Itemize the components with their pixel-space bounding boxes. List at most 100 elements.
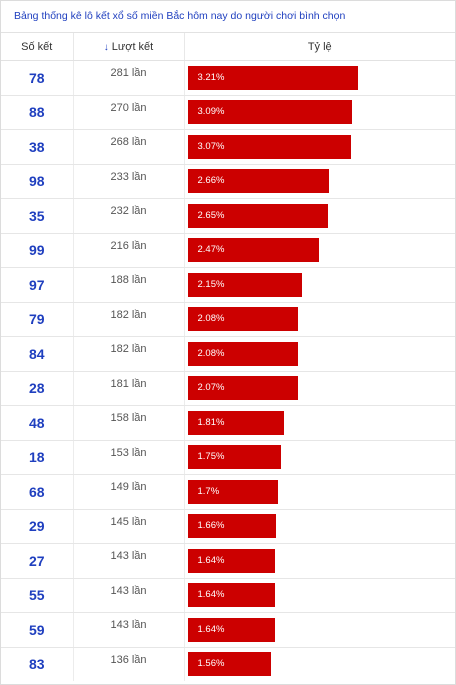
header-number-label: Số kết (21, 40, 53, 53)
ratio-cell: 2.08% (184, 336, 455, 372)
panel-title: Bảng thống kê lô kết xổ số miền Bắc hôm … (1, 1, 455, 33)
lottery-number: 27 (1, 543, 74, 579)
ratio-bar: 2.47% (187, 238, 319, 263)
vote-count: 136 lần (73, 647, 185, 681)
lottery-number: 98 (1, 164, 74, 199)
ratio-bar: 1.81% (187, 410, 284, 435)
lottery-number: 99 (1, 233, 74, 268)
ratio-bar: 2.08% (187, 341, 298, 366)
ratio-cell: 1.64% (184, 543, 455, 579)
stats-table: Số kết ↓ Lượt kết Tỷ lệ 78 281 lần 3.21% 88 2… (1, 33, 455, 681)
table-row: 68 149 lần 1.7% (1, 474, 455, 510)
ratio-bar: 2.65% (187, 203, 328, 228)
table-row: 29 145 lần 1.66% (1, 509, 455, 544)
lottery-number: 68 (1, 474, 74, 510)
vote-count: 188 lần (73, 267, 185, 303)
ratio-cell: 1.64% (184, 578, 455, 613)
lottery-number: 48 (1, 405, 74, 441)
lottery-number: 59 (1, 612, 74, 648)
ratio-bar: 3.21% (187, 65, 358, 90)
lottery-number: 28 (1, 371, 74, 406)
ratio-bar: 1.75% (187, 445, 281, 470)
table-row: 98 233 lần 2.66% (1, 164, 455, 199)
vote-count: 182 lần (73, 336, 185, 372)
ratio-cell: 1.66% (184, 509, 455, 544)
vote-count: 143 lần (73, 612, 185, 648)
ratio-bar: 1.66% (187, 514, 276, 539)
vote-count: 281 lần (73, 60, 185, 96)
table-row: 83 136 lần 1.56% (1, 647, 455, 681)
table-row: 27 143 lần 1.64% (1, 543, 455, 579)
table-row: 88 270 lần 3.09% (1, 95, 455, 130)
vote-count: 143 lần (73, 578, 185, 613)
lottery-number: 18 (1, 440, 74, 475)
lottery-number: 55 (1, 578, 74, 613)
ratio-bar: 1.7% (187, 479, 278, 504)
ratio-cell: 3.21% (184, 60, 455, 96)
header-number[interactable]: Số kết (1, 33, 74, 61)
table-header-row: Số kết ↓ Lượt kết Tỷ lệ (1, 33, 455, 61)
vote-count: 158 lần (73, 405, 185, 441)
table-row: 28 181 lần 2.07% (1, 371, 455, 406)
table-row: 55 143 lần 1.64% (1, 578, 455, 613)
ratio-cell: 2.15% (184, 267, 455, 303)
lottery-number: 29 (1, 509, 74, 544)
table-row: 99 216 lần 2.47% (1, 233, 455, 268)
table-row: 38 268 lần 3.07% (1, 129, 455, 165)
ratio-cell: 2.65% (184, 198, 455, 234)
ratio-bar: 2.07% (187, 376, 298, 401)
header-count-label: Lượt kết (111, 40, 154, 53)
ratio-bar: 1.64% (187, 617, 275, 642)
table-row: 97 188 lần 2.15% (1, 267, 455, 303)
lottery-number: 84 (1, 336, 74, 372)
ratio-bar: 1.64% (187, 548, 275, 573)
lottery-number: 79 (1, 302, 74, 337)
header-count[interactable]: ↓ Lượt kết (73, 33, 185, 61)
ratio-bar: 2.66% (187, 169, 329, 194)
vote-count: 270 lần (73, 95, 185, 130)
vote-count: 153 lần (73, 440, 185, 475)
header-ratio[interactable]: Tỷ lệ (184, 33, 455, 61)
table-row: 79 182 lần 2.08% (1, 302, 455, 337)
ratio-cell: 1.81% (184, 405, 455, 441)
lottery-number: 88 (1, 95, 74, 130)
table-row: 35 232 lần 2.65% (1, 198, 455, 234)
vote-count: 143 lần (73, 543, 185, 579)
ratio-cell: 2.47% (184, 233, 455, 268)
ratio-cell: 1.7% (184, 474, 455, 510)
vote-count: 182 lần (73, 302, 185, 337)
ratio-bar: 1.56% (187, 652, 271, 677)
header-ratio-label: Tỷ lệ (307, 40, 332, 53)
arrow-down-icon: ↓ (103, 41, 109, 53)
table-body: 78 281 lần 3.21% 88 270 lần 3.09% 38 268 lần 3.0… (1, 60, 455, 681)
ratio-bar: 3.07% (187, 134, 351, 159)
ratio-cell: 2.08% (184, 302, 455, 337)
vote-count: 145 lần (73, 509, 185, 544)
table-row: 84 182 lần 2.08% (1, 336, 455, 372)
ratio-cell: 3.09% (184, 95, 455, 130)
vote-count: 216 lần (73, 233, 185, 268)
table-row: 48 158 lần 1.81% (1, 405, 455, 441)
ratio-bar: 2.08% (187, 307, 298, 332)
ratio-cell: 2.66% (184, 164, 455, 199)
vote-count: 268 lần (73, 129, 185, 165)
ratio-cell: 1.75% (184, 440, 455, 475)
lottery-number: 83 (1, 647, 74, 681)
ratio-bar: 3.09% (187, 100, 352, 125)
vote-count: 149 lần (73, 474, 185, 510)
table-row: 59 143 lần 1.64% (1, 612, 455, 648)
lottery-number: 35 (1, 198, 74, 234)
lottery-number: 97 (1, 267, 74, 303)
ratio-cell: 2.07% (184, 371, 455, 406)
ratio-bar: 1.64% (187, 583, 275, 608)
ratio-cell: 1.64% (184, 612, 455, 648)
table-row: 18 153 lần 1.75% (1, 440, 455, 475)
ratio-bar: 2.15% (187, 272, 302, 297)
vote-count: 232 lần (73, 198, 185, 234)
ratio-cell: 1.56% (184, 647, 455, 681)
vote-count: 233 lần (73, 164, 185, 199)
ratio-cell: 3.07% (184, 129, 455, 165)
lottery-number: 38 (1, 129, 74, 165)
table-row: 78 281 lần 3.21% (1, 60, 455, 96)
